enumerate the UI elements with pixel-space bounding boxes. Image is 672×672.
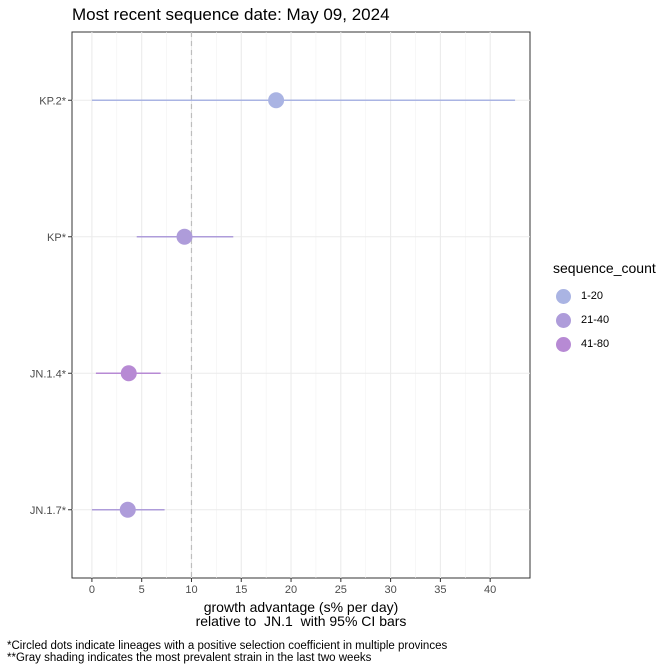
y-tick-label: KP.2* [39, 95, 66, 107]
data-point [120, 365, 137, 382]
legend: sequence_count 1-20 21-40 41-80 [553, 260, 656, 356]
marks-layer [91, 92, 516, 518]
legend-swatch-21-40 [556, 312, 571, 328]
x-tick-label: 20 [285, 584, 297, 596]
x-tick-label: 0 [89, 584, 95, 596]
legend-item-41-80: 41-80 [553, 332, 656, 356]
legend-title: sequence_count [553, 260, 656, 276]
x-tick-label: 15 [235, 584, 247, 596]
x-tick-label: 40 [484, 584, 496, 596]
y-tick-label: JN.1.4* [30, 368, 67, 380]
footnotes: *Circled dots indicate lineages with a p… [7, 640, 447, 664]
panel-border [71, 31, 531, 579]
legend-swatch-41-80 [556, 336, 571, 352]
x-axis-subtitle: relative to JN.1 with 95% CI bars [196, 613, 407, 629]
footnote-gray-shading: **Gray shading indicates the most preval… [7, 652, 372, 664]
x-tick-label: 25 [335, 584, 347, 596]
data-point [119, 501, 136, 518]
legend-label-41-80: 41-80 [581, 338, 610, 350]
legend-item-1-20: 1-20 [553, 284, 656, 308]
y-tick-label: KP* [47, 232, 67, 244]
legend-swatch-1-20 [556, 288, 571, 304]
legend-label-1-20: 1-20 [581, 290, 604, 302]
x-tick-label: 35 [434, 584, 446, 596]
x-axis-title: growth advantage (s% per day) [204, 599, 399, 615]
axis-layer: 0 5 10 15 20 25 30 35 40 KP.2* KP* JN.1.4* JN.1.7* [30, 95, 496, 596]
x-tick-label: 5 [139, 584, 145, 596]
x-tick-label: 10 [185, 584, 197, 596]
legend-item-21-40: 21-40 [553, 308, 656, 332]
data-point [176, 228, 193, 245]
data-point [268, 92, 285, 109]
y-tick-label: JN.1.7* [30, 505, 67, 517]
x-tick-label: 30 [384, 584, 396, 596]
chart-title: Most recent sequence date: May 09, 2024 [72, 5, 390, 24]
legend-label-21-40: 21-40 [581, 314, 610, 326]
footnote-circled-dots: *Circled dots indicate lineages with a p… [7, 640, 448, 652]
